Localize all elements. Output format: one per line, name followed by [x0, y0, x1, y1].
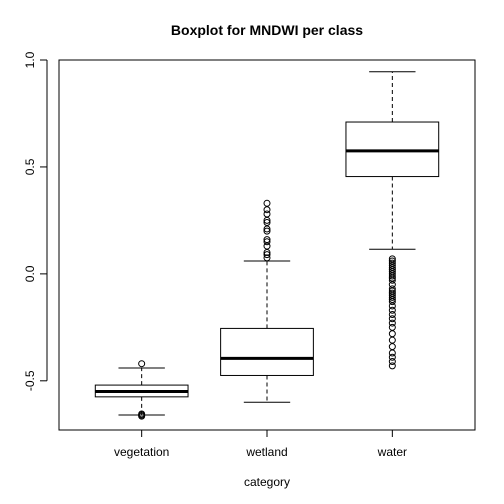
x-axis: vegetation wetland water	[114, 429, 407, 459]
outlier-point	[263, 236, 271, 244]
outlier-point	[388, 293, 396, 301]
outlier-point	[388, 362, 396, 370]
box-water	[345, 71, 440, 370]
outlier-point	[263, 227, 271, 235]
outlier-point	[388, 353, 396, 361]
outlier-point	[388, 306, 396, 314]
outlier-point	[263, 219, 271, 227]
iqr-box	[220, 327, 314, 376]
outlier-point	[388, 330, 396, 338]
y-tick-label-3: 1.0	[23, 51, 37, 68]
outlier-point	[388, 276, 396, 284]
outlier-point	[388, 315, 396, 323]
outlier-point	[138, 412, 146, 420]
y-tick-label-0: -0.5	[23, 370, 37, 391]
x-tick-label-wetland: wetland	[245, 445, 287, 459]
chart-title: Boxplot for MNDWI per class	[171, 22, 363, 38]
box-vegetation	[94, 360, 189, 420]
x-axis-label: category	[244, 475, 290, 489]
iqr-box	[345, 121, 440, 178]
outlier-point	[388, 343, 396, 351]
outlier-point	[263, 254, 271, 262]
y-axis: -0.5 0.0 0.5 1.0	[23, 51, 48, 391]
outlier-point	[388, 319, 396, 327]
outlier-point	[388, 349, 396, 357]
outlier-point	[263, 206, 271, 214]
x-tick-label-water: water	[377, 445, 407, 459]
x-tick-label-vegetation: vegetation	[114, 445, 169, 459]
y-tick-label-2: 0.5	[23, 158, 37, 175]
outlier-point	[388, 302, 396, 310]
outlier-point	[388, 336, 396, 344]
outlier-point	[388, 298, 396, 306]
outlier-point	[138, 360, 146, 368]
outlier-point	[263, 199, 271, 207]
outlier-point	[388, 272, 396, 280]
outlier-point	[388, 358, 396, 366]
outlier-point	[388, 311, 396, 319]
box-wetland	[220, 199, 314, 403]
outlier-point	[263, 251, 271, 259]
outlier-point	[388, 323, 396, 331]
boxes-group	[94, 71, 440, 420]
outlier-point	[263, 210, 271, 218]
outlier-point	[263, 238, 271, 246]
y-tick-label-1: 0.0	[23, 265, 37, 282]
